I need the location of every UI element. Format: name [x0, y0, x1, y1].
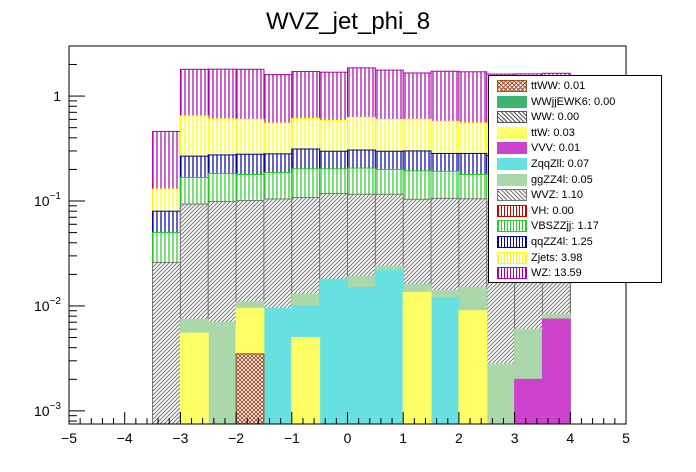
- chart-title: WVZ_jet_phi_8: [265, 8, 431, 35]
- bar-ttww-bin-6: [235, 353, 265, 425]
- legend-swatch: [497, 189, 527, 202]
- legend-item: Zjets: 3.98: [489, 250, 663, 266]
- legend-item: ggZZ4l: 0.05: [489, 172, 663, 188]
- x-tick-label: 4: [566, 430, 574, 446]
- legend-swatch: [497, 220, 527, 233]
- legend-item: WVZ: 1.10: [489, 187, 663, 203]
- bar-zqqzll-bin-13: [430, 297, 460, 425]
- legend: ttWW: 0.01 WWjjEWK6: 0.00 WW: 0.00 ttW: 0.0…: [488, 75, 662, 283]
- bar-ttw-bin-8: [291, 337, 321, 425]
- legend-item: ttW: 0.03: [489, 125, 663, 141]
- histogram-bars: [152, 67, 571, 425]
- legend-item: WWjjEWK6: 0.00: [489, 94, 663, 110]
- bar-ttw-bin-12: [402, 291, 432, 425]
- bar-wvz-bin-3: [152, 261, 181, 425]
- y-axis: 10−3 10−2 10−1 1: [34, 45, 85, 422]
- legend-item: VH: 0.00: [489, 203, 663, 219]
- legend-label: qqZZ4l: 1.25: [531, 236, 593, 248]
- x-tick-label: 5: [622, 430, 630, 446]
- legend-item: ZqqZll: 0.07: [489, 156, 663, 172]
- legend-swatch: [497, 126, 527, 139]
- x-tick-label: 0: [344, 430, 352, 446]
- bar-zqqzll-bin-9: [319, 278, 348, 425]
- x-tick-label: 1: [399, 430, 407, 446]
- bar-ggzz4l-bin-15: [486, 363, 516, 425]
- legend-swatch: [497, 251, 527, 264]
- x-tick-label: −4: [117, 430, 133, 446]
- bar-ggzz4l-bin-5: [207, 321, 237, 425]
- bar-ttw-bin-4: [179, 332, 209, 425]
- legend-swatch: [497, 142, 527, 155]
- legend-swatch: [497, 95, 527, 108]
- legend-label: WVZ: 1.10: [531, 189, 583, 202]
- legend-label: WW: 0.00: [531, 111, 580, 124]
- legend-swatch: [497, 173, 527, 186]
- bar-zqqzll-bin-7: [263, 307, 293, 425]
- y-tick-label: 10−3: [34, 401, 61, 419]
- x-tick-label: 2: [455, 430, 463, 446]
- legend-item: WZ: 13.59: [489, 265, 663, 281]
- bar-zqqzll-bin-10: [347, 286, 376, 425]
- legend-label: ttW: 0.03: [531, 126, 575, 139]
- legend-item: qqZZ4l: 1.25: [489, 234, 663, 250]
- x-tick-label: −5: [61, 430, 77, 446]
- bar-vvv-bin-17: [541, 318, 571, 425]
- legend-label: VBSZZjj: 1.17: [531, 220, 599, 233]
- x-tick-label: 3: [511, 430, 519, 446]
- x-tick-label: −1: [284, 430, 300, 446]
- legend-item: VBSZZjj: 1.17: [489, 218, 663, 234]
- legend-label: ggZZ4l: 0.05: [531, 173, 593, 186]
- legend-label: WZ: 13.59: [531, 267, 582, 280]
- bar-ttw-bin-14: [458, 310, 488, 425]
- legend-swatch: [497, 204, 527, 217]
- bar-vvv-bin-16: [514, 378, 543, 425]
- x-tick-label: −3: [172, 430, 188, 446]
- legend-label: Zjets: 3.98: [531, 251, 583, 264]
- legend-swatch: [497, 111, 527, 124]
- legend-label: ttWW: 0.01: [531, 80, 586, 92]
- legend-swatch: [497, 267, 527, 280]
- legend-swatch: [497, 158, 527, 170]
- legend-swatch: [497, 80, 527, 92]
- y-tick-label: 10−2: [34, 296, 61, 314]
- y-tick-label: 1: [53, 88, 61, 104]
- legend-item: WW: 0.00: [489, 109, 663, 125]
- legend-label: ZqqZll: 0.07: [531, 158, 590, 170]
- legend-swatch: [497, 236, 527, 248]
- y-tick-label: 10−1: [34, 191, 61, 209]
- legend-item: ttWW: 0.01: [489, 78, 663, 94]
- legend-item: VVV: 0.01: [489, 140, 663, 156]
- legend-label: VVV: 0.01: [531, 142, 581, 155]
- bar-zqqzll-bin-11: [374, 269, 404, 425]
- x-axis: −5 −4 −3 −2 −1 0 1 2 3 4 5: [61, 412, 630, 446]
- x-tick-label: −2: [228, 430, 244, 446]
- legend-label: WWjjEWK6: 0.00: [531, 95, 616, 108]
- legend-label: VH: 0.00: [531, 204, 574, 217]
